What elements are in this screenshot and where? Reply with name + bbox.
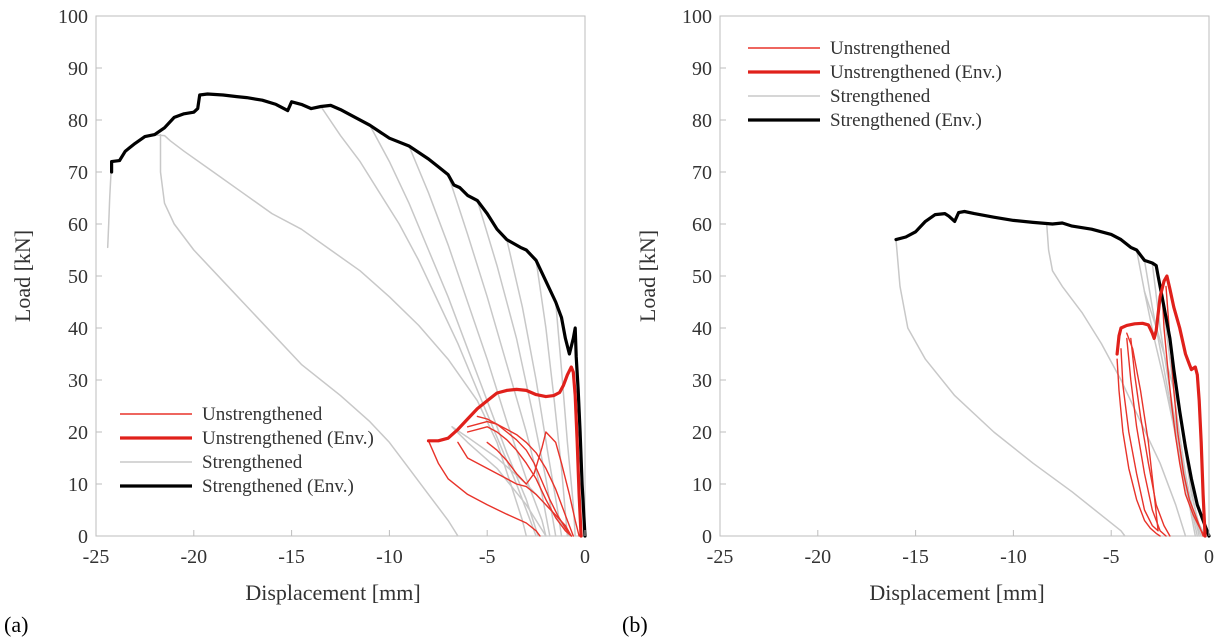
series-line-a-7 (447, 173, 551, 537)
legend-label-b-2: Strengthened (830, 86, 931, 107)
series-line-b-3 (1135, 249, 1197, 537)
panel-label-a: (a) (4, 612, 28, 637)
chart-panel-a: -25 -20 -15 -10 -5 0 0 10 20 30 40 50 60 70 80 90 100 Di… (4, 6, 590, 637)
y-tick-label-a-6: 60 (68, 214, 88, 236)
series-line-a-15 (466, 420, 574, 537)
series-line-a-17 (476, 415, 572, 537)
ticks-b: -25 -20 -15 -10 -5 0 0 10 20 30 40 50 60 70 80 90 100 (682, 6, 1214, 568)
x-tick-label-a-3: -10 (376, 546, 403, 568)
plot-frame-b (719, 15, 1210, 537)
x-tick-label-b-4: -5 (1103, 546, 1120, 568)
y-tick-label-a-10: 100 (58, 6, 88, 28)
legend-a: Unstrengthened Unstrengthened (Env.) Stren… (120, 404, 374, 497)
series-line-a-10 (535, 259, 569, 537)
y-tick-label-b-3: 30 (692, 370, 712, 392)
x-tick-label-a-4: -5 (479, 546, 496, 568)
curves-a (106, 92, 587, 538)
series-line-a-9 (506, 238, 563, 537)
y-tick-label-b-10: 100 (682, 6, 712, 28)
y-tick-label-a-8: 80 (68, 110, 88, 132)
plot-frame-a (95, 15, 586, 537)
legend-b: Unstrengthened Unstrengthened (Env.) Stren… (748, 38, 1002, 131)
x-tick-label-b-2: -15 (902, 546, 929, 568)
series-line-a-14 (427, 440, 541, 537)
y-tick-label-b-4: 40 (692, 318, 712, 340)
x-tick-label-b-3: -10 (1000, 546, 1027, 568)
series-line-a-3 (159, 133, 459, 537)
series-line-a-2 (150, 133, 528, 537)
x-tick-label-b-0: -25 (707, 546, 734, 568)
series-line-a-13 (426, 365, 583, 538)
y-tick-label-a-0: 0 (78, 526, 88, 548)
y-tick-label-b-6: 60 (692, 214, 712, 236)
y-tick-label-b-5: 50 (692, 266, 712, 288)
series-line-b-13 (1126, 337, 1167, 537)
series-line-a-18 (486, 431, 580, 537)
legend-label-b-1: Unstrengthened (Env.) (830, 62, 1002, 83)
x-tick-label-b-1: -20 (804, 546, 831, 568)
panel-label-b: (b) (622, 612, 648, 637)
series-line-a-6 (408, 145, 547, 537)
series-line-a-4 (320, 105, 537, 537)
y-tick-label-b-9: 90 (692, 58, 712, 80)
curves-b (894, 209, 1211, 538)
series-line-b-2 (1045, 223, 1187, 537)
y-tick-label-b-8: 80 (692, 110, 712, 132)
legend-label-b-3: Strengthened (Env.) (830, 110, 982, 131)
series-line-b-1 (895, 238, 1126, 537)
y-tick-label-a-4: 40 (68, 318, 88, 340)
series-line-a-1 (106, 160, 113, 249)
y-tick-label-a-5: 50 (68, 266, 88, 288)
legend-label-b-0: Unstrengthened (830, 38, 951, 59)
y-axis-label-b: Load [kN] (635, 230, 660, 322)
series-line-b-14 (1130, 337, 1171, 537)
y-tick-label-a-2: 20 (68, 422, 88, 444)
x-tick-label-a-1: -20 (180, 546, 207, 568)
y-tick-label-b-2: 20 (692, 422, 712, 444)
series-line-b-10 (1115, 274, 1207, 538)
y-tick-label-a-3: 30 (68, 370, 88, 392)
y-tick-label-a-7: 70 (68, 162, 88, 184)
x-tick-label-a-2: -15 (278, 546, 305, 568)
series-line-b-12 (1120, 332, 1159, 532)
legend-label-a-1: Unstrengthened (Env.) (202, 428, 374, 449)
series-line-b-11 (1116, 358, 1161, 537)
series-line-a-8 (476, 199, 557, 537)
y-tick-label-b-7: 70 (692, 162, 712, 184)
ticks-a: -25 -20 -15 -10 -5 0 0 10 20 30 40 50 60 70 80 90 100 (58, 6, 590, 568)
y-tick-label-b-1: 10 (692, 474, 712, 496)
legend-label-a-0: Unstrengthened (202, 404, 323, 425)
series-line-a-0 (110, 92, 587, 538)
x-tick-label-a-5: 0 (580, 546, 590, 568)
y-tick-label-b-0: 0 (702, 526, 712, 548)
series-line-a-16 (466, 426, 572, 537)
x-axis-label-a: Displacement [mm] (245, 580, 420, 605)
y-tick-label-a-9: 90 (68, 58, 88, 80)
legend-label-a-3: Strengthened (Env.) (202, 476, 354, 497)
x-tick-label-b-5: 0 (1204, 546, 1214, 568)
y-axis-label-a: Load [kN] (10, 230, 35, 322)
x-axis-label-b: Displacement [mm] (869, 580, 1044, 605)
series-line-a-19 (457, 441, 572, 537)
x-tick-label-a-0: -25 (83, 546, 110, 568)
series-line-b-0 (894, 209, 1211, 538)
y-tick-label-a-1: 10 (68, 474, 88, 496)
series-line-b-15 (1161, 290, 1206, 537)
chart-panel-b: -25 -20 -15 -10 -5 0 0 10 20 30 40 50 60 70 80 90 100 Di… (622, 6, 1214, 637)
legend-label-a-2: Strengthened (202, 452, 303, 473)
